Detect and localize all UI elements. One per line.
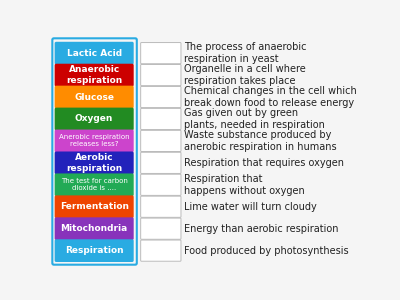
FancyBboxPatch shape: [55, 108, 134, 130]
Text: Mitochondria: Mitochondria: [60, 224, 128, 233]
FancyBboxPatch shape: [141, 240, 181, 261]
FancyBboxPatch shape: [55, 42, 134, 64]
Text: Respiration that
happens without oxygen: Respiration that happens without oxygen: [184, 174, 305, 196]
Text: The process of anaerobic
respiration in yeast: The process of anaerobic respiration in …: [184, 42, 306, 64]
FancyBboxPatch shape: [55, 86, 134, 108]
Text: Lactic Acid: Lactic Acid: [67, 49, 122, 58]
Text: Energy than aerobic respiration: Energy than aerobic respiration: [184, 224, 338, 234]
Text: The test for carbon
dioxide is ....: The test for carbon dioxide is ....: [61, 178, 128, 191]
FancyBboxPatch shape: [141, 64, 181, 86]
FancyBboxPatch shape: [55, 130, 134, 152]
Text: Gas given out by green
plants, needed in respiration: Gas given out by green plants, needed in…: [184, 108, 325, 130]
Text: Waste substance produced by
anerobic respiration in humans: Waste substance produced by anerobic res…: [184, 130, 337, 152]
FancyBboxPatch shape: [141, 86, 181, 108]
Text: Food produced by photosynthesis: Food produced by photosynthesis: [184, 246, 349, 256]
Text: Anaerobic
respiration: Anaerobic respiration: [66, 65, 122, 85]
FancyBboxPatch shape: [141, 152, 181, 173]
Text: Glucose: Glucose: [74, 92, 114, 101]
Text: Oxygen: Oxygen: [75, 115, 113, 124]
FancyBboxPatch shape: [55, 217, 134, 240]
FancyBboxPatch shape: [141, 43, 181, 64]
Text: Respiration that requires oxygen: Respiration that requires oxygen: [184, 158, 344, 168]
FancyBboxPatch shape: [141, 130, 181, 152]
Text: Aerobic
respiration: Aerobic respiration: [66, 153, 122, 172]
FancyBboxPatch shape: [55, 195, 134, 218]
Text: Organelle in a cell where
respiration takes place: Organelle in a cell where respiration ta…: [184, 64, 306, 86]
FancyBboxPatch shape: [141, 108, 181, 130]
FancyBboxPatch shape: [141, 196, 181, 217]
Text: Fermentation: Fermentation: [60, 202, 129, 211]
Text: Anerobic respiration
releases less?: Anerobic respiration releases less?: [59, 134, 130, 147]
FancyBboxPatch shape: [55, 64, 134, 86]
Text: Lime water will turn cloudy: Lime water will turn cloudy: [184, 202, 317, 212]
FancyBboxPatch shape: [55, 239, 134, 262]
FancyBboxPatch shape: [141, 218, 181, 239]
FancyBboxPatch shape: [55, 173, 134, 196]
FancyBboxPatch shape: [55, 152, 134, 174]
FancyBboxPatch shape: [141, 174, 181, 195]
Text: Chemical changes in the cell which
break down food to release energy: Chemical changes in the cell which break…: [184, 86, 357, 108]
Text: Respiration: Respiration: [65, 246, 124, 255]
FancyBboxPatch shape: [52, 38, 137, 265]
